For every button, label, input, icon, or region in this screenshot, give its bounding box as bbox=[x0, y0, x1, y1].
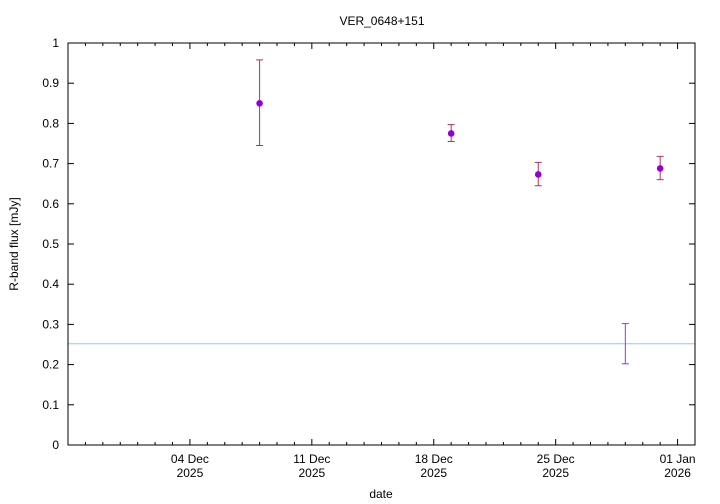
y-tick-label: 0.9 bbox=[42, 76, 59, 90]
x-tick-label: 25 Dec bbox=[537, 452, 575, 466]
x-tick-year-label: 2025 bbox=[177, 466, 204, 480]
y-tick-label: 0.4 bbox=[42, 277, 59, 291]
y-tick-label: 0.5 bbox=[42, 237, 59, 251]
data-point bbox=[256, 100, 263, 107]
y-tick-label: 0.1 bbox=[42, 398, 59, 412]
data-point bbox=[656, 165, 664, 172]
data-point bbox=[534, 171, 542, 178]
chart-title: VER_0648+151 bbox=[339, 14, 424, 28]
plot-frame bbox=[67, 42, 696, 446]
y-axis-label: R-band flux [mJy] bbox=[7, 197, 21, 290]
x-tick-year-label: 2025 bbox=[298, 466, 325, 480]
x-tick-label: 18 Dec bbox=[415, 452, 453, 466]
y-tick-label: 0.2 bbox=[42, 358, 59, 372]
x-axis-label: date bbox=[369, 487, 393, 501]
y-tick-label: 0.6 bbox=[42, 197, 59, 211]
x-tick-year-label: 2025 bbox=[420, 466, 447, 480]
x-tick-year-label: 2026 bbox=[664, 466, 691, 480]
data-point bbox=[447, 130, 455, 137]
x-tick-label: 04 Dec bbox=[171, 452, 209, 466]
y-tick-label: 0.8 bbox=[42, 116, 59, 130]
y-tick-label: 0.7 bbox=[42, 157, 59, 171]
y-tick-label: 1 bbox=[52, 36, 59, 50]
y-tick-label: 0.3 bbox=[42, 317, 59, 331]
x-tick-year-label: 2025 bbox=[542, 466, 569, 480]
x-tick-label: 01 Jan bbox=[660, 452, 696, 466]
y-tick-label: 0 bbox=[52, 438, 59, 452]
x-tick-label: 11 Dec bbox=[293, 452, 330, 466]
data-layer bbox=[256, 59, 664, 365]
